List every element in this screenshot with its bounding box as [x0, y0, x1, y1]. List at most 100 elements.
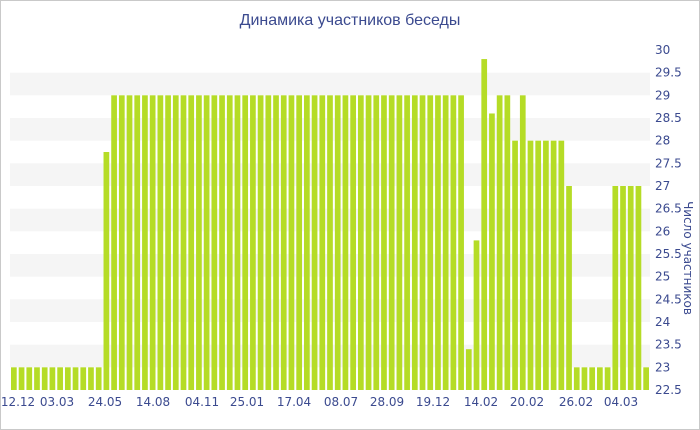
- bar: [334, 95, 341, 390]
- bar: [304, 95, 310, 390]
- bar: [64, 367, 71, 390]
- bar: [473, 240, 480, 390]
- x-tick-label: 08.07: [324, 395, 358, 409]
- bar: [373, 95, 380, 390]
- bar: [319, 95, 326, 390]
- bar: [597, 367, 603, 390]
- y-axis-label: Число участников: [681, 201, 695, 315]
- bar: [88, 367, 94, 390]
- bar: [527, 140, 534, 390]
- bar: [465, 349, 472, 390]
- y-tick-label: 27.5: [655, 156, 682, 170]
- y-tick-label: 29.5: [655, 66, 682, 80]
- bar: [265, 95, 272, 390]
- bar: [11, 367, 17, 390]
- x-tick-label: 19.12: [416, 395, 450, 409]
- y-tick-label: 28.5: [655, 111, 682, 125]
- bar: [388, 95, 395, 390]
- bar: [226, 95, 233, 390]
- bar: [49, 367, 56, 390]
- bar: [342, 95, 349, 390]
- bar: [211, 95, 218, 390]
- bar: [396, 95, 403, 390]
- bar: [442, 95, 449, 390]
- bar: [627, 186, 634, 390]
- y-tick-label: 22.5: [655, 383, 682, 397]
- bar: [612, 186, 619, 390]
- bar: [427, 95, 434, 390]
- bar: [566, 186, 572, 390]
- bar: [196, 95, 202, 390]
- bar: [543, 140, 549, 390]
- bar: [188, 95, 195, 390]
- bar: [604, 367, 611, 390]
- y-tick-label: 26: [655, 224, 670, 238]
- bar: [80, 367, 87, 390]
- bars: [11, 59, 649, 390]
- bar: [234, 95, 241, 390]
- x-tick-label: 26.02: [559, 395, 593, 409]
- bar: [311, 95, 318, 390]
- bar: [504, 95, 511, 390]
- bar: [103, 152, 110, 390]
- bar: [327, 95, 333, 390]
- bar: [172, 95, 179, 390]
- bar: [350, 95, 356, 390]
- bar: [157, 95, 164, 390]
- x-tick-label: 12.12: [1, 395, 35, 409]
- bar: [134, 95, 141, 390]
- bar: [643, 367, 649, 390]
- y-tick-label: 28: [655, 134, 670, 148]
- bar: [381, 95, 387, 390]
- bar: [111, 95, 117, 390]
- x-tick-label: 24.05: [88, 395, 122, 409]
- bar: [142, 95, 148, 390]
- x-tick-label: 17.04: [277, 395, 311, 409]
- bar: [435, 95, 441, 390]
- bar: [512, 140, 518, 390]
- bar: [496, 95, 503, 390]
- bar: [257, 95, 264, 390]
- bar: [273, 95, 279, 390]
- y-tick-label: 24.5: [655, 292, 682, 306]
- bar: [404, 95, 410, 390]
- bar: [620, 186, 626, 390]
- y-tick-label: 24: [655, 315, 670, 329]
- x-tick-label: 03.03: [40, 395, 74, 409]
- bar: [72, 367, 79, 390]
- y-tick-label: 25.5: [655, 247, 682, 261]
- x-tick-label: 20.02: [510, 395, 544, 409]
- y-tick-label: 27: [655, 179, 670, 193]
- bar: [589, 367, 596, 390]
- bar: [450, 95, 457, 390]
- bar: [519, 95, 526, 390]
- bar: [535, 140, 542, 390]
- bar: [481, 59, 488, 390]
- chart-title: Динамика участников беседы: [239, 12, 461, 29]
- bar: [26, 367, 33, 390]
- bar: [365, 95, 372, 390]
- x-tick-label: 28.09: [370, 395, 404, 409]
- bar: [118, 95, 125, 390]
- x-axis-ticks: 12.12 03.03 24.05 14.08 04.11 25.01 17.04 08.07…: [1, 395, 638, 409]
- background-band: [10, 72, 650, 96]
- bar: [489, 113, 495, 390]
- y-tick-label: 30: [655, 43, 670, 57]
- y-tick-label: 25: [655, 270, 670, 284]
- bar: [149, 95, 156, 390]
- x-tick-label: 14.02: [464, 395, 498, 409]
- bar: [165, 95, 171, 390]
- bar: [558, 140, 565, 390]
- bar: [57, 367, 63, 390]
- bar: [34, 367, 40, 390]
- bar: [296, 95, 303, 390]
- bar: [242, 95, 249, 390]
- bar: [219, 95, 225, 390]
- x-tick-label: 04.03: [604, 395, 638, 409]
- bar: [635, 186, 642, 390]
- bar: [419, 95, 426, 390]
- bar: [411, 95, 418, 390]
- y-tick-label: 26.5: [655, 202, 682, 216]
- y-tick-label: 23.5: [655, 338, 682, 352]
